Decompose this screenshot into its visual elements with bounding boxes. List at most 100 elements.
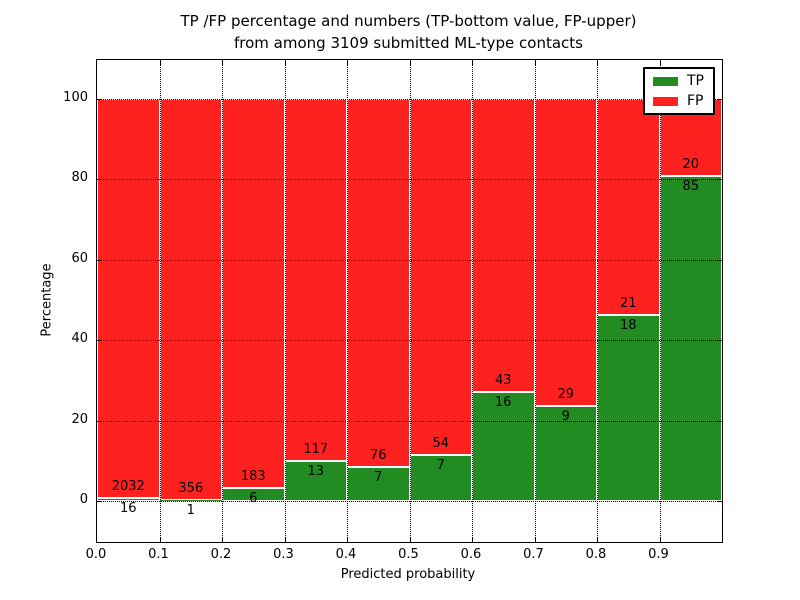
legend-row-tp: TP	[653, 74, 704, 88]
y-tick-left-0	[97, 501, 102, 502]
x-tick-top-6	[472, 60, 473, 65]
fp-count-label-9: 20	[682, 156, 700, 172]
legend-label-tp: TP	[687, 73, 704, 89]
y-tick-left-60	[97, 259, 102, 261]
fp-count-label-5: 54	[432, 435, 450, 451]
y-tick-right-20	[717, 420, 722, 422]
y-tick-label-20: 20	[71, 411, 88, 427]
x-tick-label-0.4: 0.4	[335, 547, 357, 562]
x-tick-bottom-1	[159, 537, 161, 542]
y-tick-right-80	[717, 179, 722, 181]
bar-fp-3	[284, 99, 347, 461]
chart-title-line2: from among 3109 submitted ML-type contac…	[234, 34, 583, 52]
tp-count-label-2: 6	[249, 491, 258, 507]
bar-fp-2	[222, 99, 285, 489]
gridline-x-0.2	[222, 60, 223, 542]
fp-count-label-1: 356	[178, 480, 204, 496]
fp-count-label-8: 21	[619, 296, 637, 312]
y-axis-label: Percentage	[39, 263, 55, 337]
y-tick-label-80: 80	[71, 170, 88, 186]
y-tick-left-20	[97, 420, 102, 422]
y-tick-right-100	[717, 99, 722, 100]
bar-tp-1	[159, 499, 222, 501]
y-tick-label-100: 100	[63, 90, 88, 105]
chart-title-line1: TP /FP percentage and numbers (TP-bottom…	[180, 12, 637, 30]
x-tick-bottom-5	[409, 537, 411, 542]
x-tick-label-0.3: 0.3	[273, 547, 294, 562]
x-tick-label-0.6: 0.6	[460, 547, 482, 562]
x-tick-label-0.7: 0.7	[523, 547, 544, 562]
bar-fp-1	[159, 99, 222, 500]
bar-fp-0	[97, 99, 160, 498]
tp-count-label-7: 9	[561, 408, 570, 424]
y-tick-left-80	[97, 179, 102, 181]
gridline-x-0.4	[347, 60, 348, 542]
y-tick-right-0	[717, 501, 722, 502]
x-tick-top-4	[347, 60, 348, 65]
x-tick-label-0.5: 0.5	[398, 547, 419, 562]
plot-area: TP FP 2032 16 356 1 183 6 117 13 76 7 54 7 43 16 29 9 21 1…	[96, 59, 723, 543]
legend: TP FP	[643, 67, 715, 115]
y-tick-right-60	[717, 259, 722, 261]
bar-fp-5	[409, 99, 472, 455]
fp-count-label-0: 2032	[111, 478, 145, 494]
tp-count-label-6: 16	[494, 394, 512, 410]
y-tick-label-40: 40	[71, 331, 88, 347]
x-tick-top-1	[159, 60, 161, 65]
x-tick-top-8	[597, 60, 598, 65]
bar-fp-4	[347, 99, 410, 468]
gridline-x-0.1	[159, 60, 161, 542]
bar-fp-8	[597, 99, 660, 316]
tp-count-label-3: 13	[307, 463, 325, 479]
y-tick-label-60: 60	[71, 250, 88, 266]
gridline-x-0.6	[472, 60, 473, 542]
x-tick-label-0.2: 0.2	[210, 547, 232, 562]
x-tick-bottom-3	[284, 537, 286, 542]
legend-swatch-tp	[653, 76, 678, 86]
x-tick-bottom-8	[597, 537, 598, 542]
legend-row-fp: FP	[653, 94, 704, 108]
bar-tp-3	[284, 460, 347, 501]
gridline-x-0.8	[597, 60, 598, 542]
bar-tp-5	[409, 454, 472, 501]
tp-count-label-5: 7	[436, 457, 445, 473]
fp-count-label-6: 43	[494, 372, 512, 388]
y-tick-left-100	[97, 99, 102, 100]
x-tick-bottom-6	[472, 537, 473, 542]
fp-count-label-3: 117	[303, 441, 329, 457]
bar-tp-9	[659, 175, 722, 501]
tp-count-label-9: 85	[682, 178, 700, 194]
gridline-x-0.5	[409, 60, 411, 542]
bar-tp-0	[97, 497, 160, 501]
x-tick-bottom-7	[534, 537, 536, 542]
x-tick-label-0.0: 0.0	[85, 547, 107, 562]
x-tick-top-2	[222, 60, 223, 65]
x-tick-bottom-4	[347, 537, 348, 542]
bar-fp-6	[472, 99, 535, 392]
x-tick-bottom-9	[659, 537, 661, 542]
tp-count-label-8: 18	[619, 318, 637, 334]
y-tick-right-40	[717, 340, 722, 342]
x-tick-top-5	[409, 60, 411, 65]
gridline-x-0.7	[534, 60, 536, 542]
fp-count-label-7: 29	[557, 386, 575, 402]
x-tick-top-7	[534, 60, 536, 65]
x-tick-bottom-2	[222, 537, 223, 542]
x-tick-label-0.9: 0.9	[648, 547, 669, 562]
tp-count-label-4: 7	[374, 470, 383, 486]
gridline-x-0.9	[659, 60, 661, 542]
y-tick-left-40	[97, 340, 102, 342]
x-tick-label-0.8: 0.8	[585, 547, 607, 562]
bar-tp-6	[472, 391, 535, 501]
tp-count-label-0: 16	[119, 500, 137, 516]
bar-fp-7	[534, 99, 597, 406]
gridline-x-0.3	[284, 60, 286, 542]
legend-label-fp: FP	[687, 93, 704, 109]
chart-title: TP /FP percentage and numbers (TP-bottom…	[96, 10, 721, 54]
fp-count-label-2: 183	[240, 469, 266, 485]
x-tick-label-0.1: 0.1	[148, 547, 169, 562]
fp-count-label-4: 76	[369, 448, 387, 464]
tp-count-label-1: 1	[186, 502, 195, 518]
x-tick-top-9	[659, 60, 661, 65]
